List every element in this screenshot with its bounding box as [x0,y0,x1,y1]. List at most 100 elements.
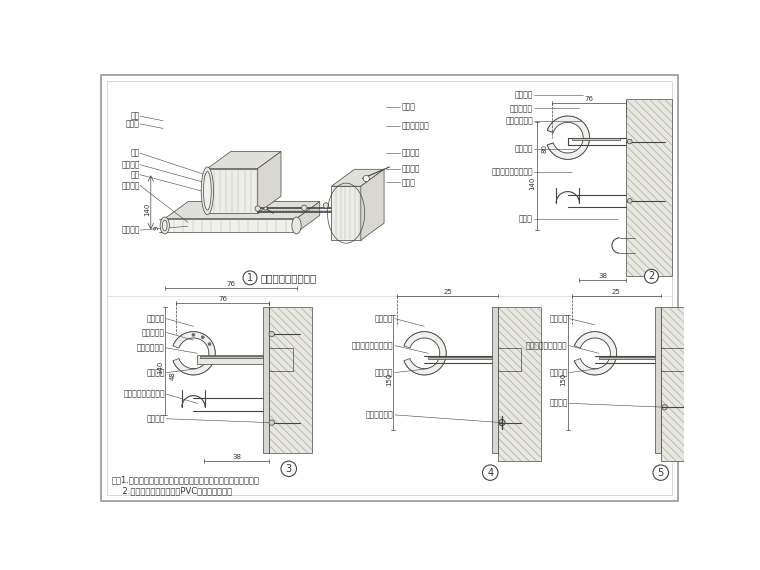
Bar [626,99,673,276]
Circle shape [628,198,632,203]
Text: 38: 38 [598,273,607,279]
Polygon shape [547,116,590,159]
Text: 外圆角: 外圆角 [401,178,415,187]
Text: 缓冲扶手施工示意图: 缓冲扶手施工示意图 [260,273,316,283]
Circle shape [255,206,261,211]
Text: 系墙螺栋: 系墙螺栋 [122,181,140,190]
Circle shape [201,336,204,339]
Polygon shape [173,332,215,375]
Text: 140: 140 [157,361,163,374]
Text: 乙烯软帪: 乙烯软帪 [515,145,533,154]
Circle shape [363,176,369,182]
Text: 76: 76 [226,281,235,287]
Text: 扶手面板: 扶手面板 [122,226,140,235]
Text: 系墙螺栋: 系墙螺栋 [549,399,568,408]
Text: 5: 5 [657,467,664,478]
Circle shape [499,420,505,426]
Polygon shape [575,332,616,375]
Text: 乙烯软帪: 乙烯软帪 [375,368,394,377]
Text: 扔帽: 扔帽 [131,170,140,179]
Polygon shape [428,357,494,359]
Polygon shape [331,169,384,186]
Circle shape [281,461,296,477]
Polygon shape [165,202,320,218]
Text: 樄杆: 樄杆 [131,149,140,157]
Text: 注：1.各种扶手护角均有成品配套的阳角转角，应注意对应选择。: 注：1.各种扶手护角均有成品配套的阳角转角，应注意对应选择。 [112,476,260,485]
Text: 扶手面板: 扶手面板 [515,91,533,100]
Text: 150: 150 [386,373,391,386]
Circle shape [269,331,274,337]
Circle shape [662,405,667,410]
Text: 嵌内装修物: 嵌内装修物 [510,104,533,113]
Ellipse shape [201,167,214,215]
Circle shape [192,333,195,336]
Circle shape [644,270,658,283]
Polygon shape [258,152,281,213]
Text: 25: 25 [443,288,452,295]
Circle shape [243,271,257,285]
Text: 系墙螺栋: 系墙螺栋 [146,414,165,424]
Text: 76: 76 [218,296,227,303]
Circle shape [628,139,632,144]
Text: 48: 48 [169,372,176,380]
Circle shape [323,203,328,208]
Ellipse shape [160,217,169,234]
Bar [660,307,703,461]
Polygon shape [492,307,498,453]
Polygon shape [296,202,320,233]
Text: 端口盖盖: 端口盖盖 [122,160,140,169]
Bar [269,307,312,453]
Circle shape [653,465,669,481]
Text: 9: 9 [154,226,160,230]
Text: 彩色点缓带: 彩色点缓带 [141,328,165,337]
Polygon shape [207,152,281,169]
Polygon shape [404,332,446,375]
Text: 扶手面板: 扶手面板 [375,314,394,323]
Polygon shape [207,169,258,213]
Ellipse shape [163,220,167,231]
Polygon shape [572,139,619,140]
Text: 乙烯软帪: 乙烯软帪 [146,368,165,377]
Text: 3: 3 [286,464,292,474]
Text: 140: 140 [529,176,535,190]
Polygon shape [165,218,296,233]
Text: 38: 38 [232,454,241,460]
Circle shape [483,465,498,481]
Text: 固定套: 固定套 [519,214,533,223]
Text: 扶手面板: 扶手面板 [146,314,165,323]
Text: 25: 25 [612,288,621,295]
Polygon shape [331,186,361,240]
Ellipse shape [360,170,372,187]
Text: 金属支座中距: 金属支座中距 [137,343,165,352]
Text: 150: 150 [560,373,566,386]
Circle shape [208,343,211,345]
Polygon shape [263,307,269,453]
Ellipse shape [204,172,211,210]
Text: 76: 76 [584,96,594,102]
Ellipse shape [292,217,301,234]
Text: 金属支座中距: 金属支座中距 [505,116,533,125]
Text: 扶手面板: 扶手面板 [549,314,568,323]
Text: 乙烯软帪: 乙烯软帪 [401,164,420,173]
Polygon shape [200,356,263,358]
Text: 蝶钉: 蝶钉 [131,112,140,121]
Circle shape [302,205,307,210]
Text: 140: 140 [144,202,150,216]
Text: 2: 2 [648,271,654,282]
Bar [498,307,540,461]
Text: 铝型材支架（成品）: 铝型材支架（成品） [526,341,568,350]
Text: 铝型材支架（成品）: 铝型材支架（成品） [352,341,394,350]
Text: 2.扶手面板可选用硬塑料PVC或乙烯塑料等。: 2.扶手面板可选用硬塑料PVC或乙烯塑料等。 [112,486,232,495]
Text: 铝型材支架（成品）: 铝型材支架（成品） [491,168,533,177]
Text: 乙烯软帪: 乙烯软帪 [549,368,568,377]
Circle shape [269,420,274,425]
Text: 铝制横杆: 铝制横杆 [401,149,420,157]
Polygon shape [599,357,657,359]
Text: 金属膨胀螺栋: 金属膨胀螺栋 [366,410,394,420]
Text: 4: 4 [487,467,493,478]
Text: 金属支座中距: 金属支座中距 [401,121,429,131]
Text: 巧锁钉: 巧锁钉 [401,103,415,111]
Text: 内圆角: 内圆角 [126,119,140,128]
Text: 1: 1 [247,273,253,283]
Text: 铝型材支架（成品）: 铝型材支架（成品） [123,390,165,398]
